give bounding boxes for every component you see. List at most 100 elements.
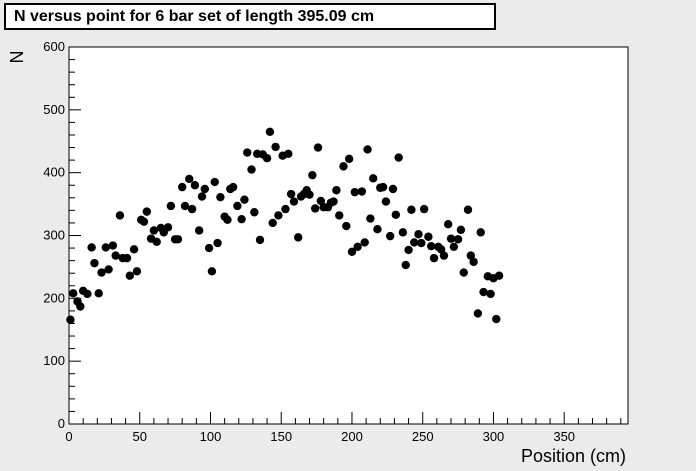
- data-point: [190, 181, 200, 190]
- data-point: [108, 241, 118, 250]
- axes: 0 100 200 300 400 500 600 0 50 100 150 200 250 300 350: [43, 39, 622, 444]
- data-point: [310, 204, 320, 213]
- x-tick-label: 250: [412, 429, 434, 444]
- data-point: [233, 201, 242, 211]
- data-point: [353, 242, 362, 252]
- data-point: [446, 234, 456, 243]
- data-point: [335, 211, 344, 220]
- data-point: [378, 182, 388, 192]
- data-point: [449, 242, 459, 252]
- data-point: [69, 289, 78, 298]
- data-point: [456, 225, 466, 235]
- data-point: [439, 251, 449, 260]
- data-point: [466, 251, 476, 260]
- data-point: [274, 211, 283, 220]
- data-point: [87, 243, 96, 252]
- data-point: [200, 184, 210, 194]
- data-point: [476, 228, 485, 237]
- data-point: [391, 210, 401, 219]
- y-tick-label: 300: [43, 228, 65, 243]
- y-axis-label: N: [7, 50, 27, 64]
- data-point: [173, 235, 183, 244]
- data-point: [194, 226, 204, 235]
- x-tick-label: 150: [270, 429, 292, 444]
- data-point: [262, 154, 272, 163]
- data-point: [429, 253, 439, 263]
- data-point: [250, 208, 259, 217]
- data-point: [407, 205, 416, 214]
- x-tick-label: 200: [341, 429, 363, 444]
- chart-title: N versus point for 6 bar set of length 3…: [4, 3, 496, 30]
- data-point: [453, 235, 463, 244]
- data-point: [305, 190, 314, 199]
- data-point: [459, 268, 468, 277]
- data-point: [332, 186, 341, 195]
- data-point: [213, 238, 222, 248]
- data-point: [350, 187, 360, 197]
- x-tick-label: 50: [133, 429, 147, 444]
- data-point: [149, 226, 159, 235]
- data-point: [363, 145, 372, 154]
- data-point: [308, 170, 317, 180]
- data-point: [101, 243, 110, 252]
- data-point: [216, 192, 225, 202]
- data-point: [394, 153, 403, 162]
- data-point: [417, 238, 426, 248]
- data-point: [366, 214, 375, 223]
- data-point: [281, 204, 290, 214]
- data-point: [388, 184, 398, 194]
- data-point: [494, 271, 504, 280]
- data-point: [427, 241, 436, 251]
- data-point: [339, 162, 348, 171]
- data-point: [122, 253, 132, 263]
- data-point: [223, 215, 232, 224]
- x-tick-label: 100: [200, 429, 222, 444]
- x-tick-label: 300: [483, 429, 505, 444]
- data-point: [255, 235, 265, 245]
- data-point: [398, 228, 408, 237]
- data-point: [247, 165, 256, 174]
- data-point: [66, 315, 75, 324]
- data-point: [94, 289, 103, 298]
- data-point: [268, 218, 277, 228]
- data-point: [97, 268, 106, 277]
- data-point: [197, 192, 207, 201]
- data-point: [129, 245, 139, 254]
- data-point: [210, 177, 219, 187]
- data-point: [187, 204, 197, 214]
- data-point: [368, 174, 378, 183]
- data-point: [243, 148, 252, 157]
- data-point: [142, 207, 152, 216]
- data-point: [492, 314, 501, 324]
- data-point: [204, 243, 214, 253]
- data-point: [265, 127, 275, 137]
- data-point: [286, 189, 296, 199]
- data-point: [115, 211, 125, 220]
- data-point: [177, 182, 187, 192]
- data-point: [347, 247, 357, 257]
- data-point: [381, 197, 391, 206]
- data-point: [284, 149, 293, 159]
- y-tick-label: 500: [43, 102, 65, 117]
- y-tick-label: 600: [43, 39, 65, 54]
- data-point: [185, 174, 194, 184]
- data-point: [414, 230, 423, 239]
- y-tick-label: 400: [43, 165, 65, 180]
- data-point: [463, 205, 473, 214]
- x-tick-label: 350: [553, 429, 575, 444]
- data-point: [329, 197, 338, 206]
- y-tick-label: 0: [58, 416, 65, 431]
- data-point: [443, 219, 453, 229]
- data-point: [294, 233, 303, 242]
- data-point: [404, 245, 413, 255]
- x-axis-label: Position (cm): [520, 446, 626, 466]
- data-point: [289, 197, 299, 206]
- data-point: [163, 223, 173, 232]
- data-point: [207, 267, 217, 276]
- data-point: [237, 214, 246, 224]
- data-point: [90, 258, 99, 268]
- data-point: [486, 289, 495, 299]
- data-point: [76, 302, 85, 311]
- data-point: [83, 289, 92, 299]
- data-point: [385, 231, 395, 241]
